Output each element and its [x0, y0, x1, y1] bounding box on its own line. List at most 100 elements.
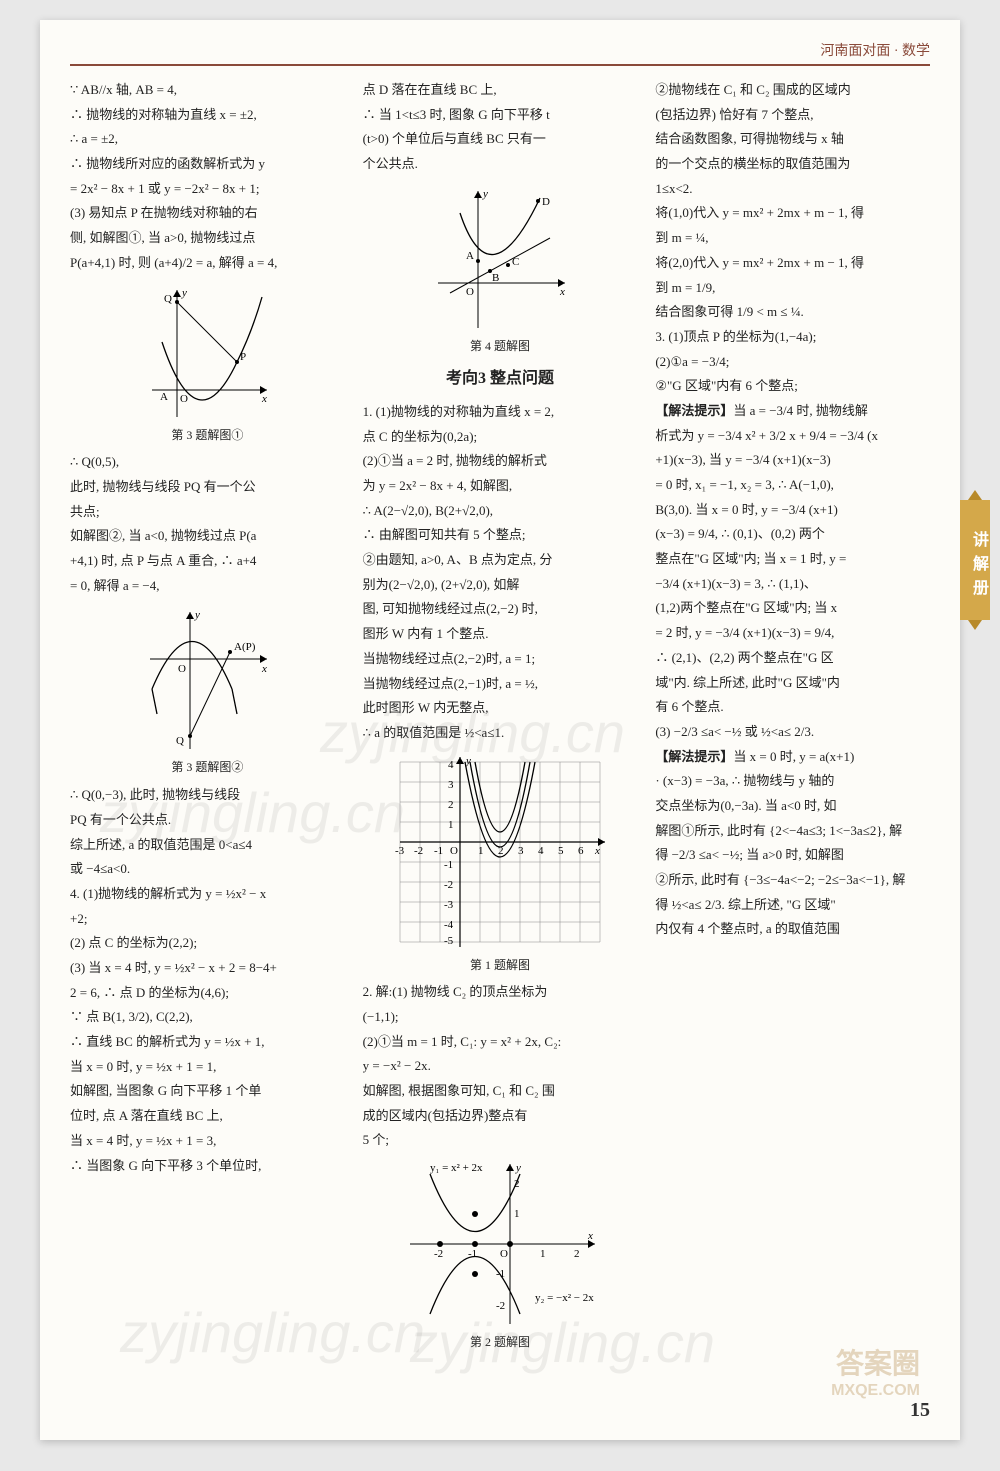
text: 当 x = 4 时, y = ½x + 1 = 3,: [70, 1129, 345, 1154]
text: 如解图, 当图象 G 向下平移 1 个单: [70, 1079, 345, 1104]
svg-text:2: 2: [448, 799, 454, 811]
svg-text:A: A: [160, 391, 168, 403]
svg-text:2: 2: [514, 1178, 520, 1190]
svg-text:y₁ = x² + 2x: y₁ = x² + 2x: [430, 1162, 483, 1174]
text: 5 个;: [363, 1128, 638, 1153]
svg-text:-2: -2: [414, 845, 423, 857]
svg-text:4: 4: [538, 845, 544, 857]
svg-text:y: y: [194, 609, 200, 621]
svg-text:2: 2: [498, 845, 504, 857]
page-container: 河南面对面 · 数学 ∵ AB//x 轴, AB = 4, ∴ 抛物线的对称轴为…: [40, 20, 960, 1440]
text: 【解法提示】当 x = 0 时, y = a(x+1): [655, 745, 930, 770]
text: · (x−3) = −3a, ∴ 抛物线与 y 轴的: [655, 769, 930, 794]
text: 图形 W 内有 1 个整点.: [363, 622, 638, 647]
svg-text:A(P): A(P): [234, 641, 256, 653]
text: (x−3) = 9/4, ∴ (0,1)、(0,2) 两个: [655, 522, 930, 547]
text: ∵ AB//x 轴, AB = 4,: [70, 78, 345, 103]
svg-text:-1: -1: [468, 1248, 477, 1260]
text: 将(2,0)代入 y = mx² + 2mx + m − 1, 得: [655, 251, 930, 276]
svg-text:-2: -2: [496, 1300, 505, 1312]
svg-text:-1: -1: [496, 1268, 505, 1280]
text: (3) −2/3 ≤a< −½ 或 ½<a≤ 2/3.: [655, 720, 930, 745]
text: ∴ 直线 BC 的解析式为 y = ½x + 1,: [70, 1030, 345, 1055]
svg-text:D: D: [542, 196, 550, 208]
text: 当抛物线经过点(2,−2)时, a = 1;: [363, 647, 638, 672]
column-1: ∵ AB//x 轴, AB = 4, ∴ 抛物线的对称轴为直线 x = ±2, …: [70, 78, 345, 1418]
figcap-q3b: 第 3 题解图②: [70, 756, 345, 779]
svg-text:1: 1: [448, 819, 454, 831]
svg-text:y: y: [482, 188, 488, 200]
text: 点 D 落在在直线 BC 上,: [363, 78, 638, 103]
text: 为 y = 2x² − 8x + 4, 如解图,: [363, 474, 638, 499]
svg-text:3: 3: [448, 779, 454, 791]
svg-text:Q: Q: [176, 735, 184, 747]
text: ∴ a = ±2,: [70, 127, 345, 152]
text: 析式为 y = −3/4 x² + 3/2 x + 9/4 = −3/4 (x: [655, 424, 930, 449]
svg-text:5: 5: [558, 845, 564, 857]
text: ∴ 由解图可知共有 5 个整点;: [363, 523, 638, 548]
svg-text:C: C: [512, 256, 519, 268]
text: 将(1,0)代入 y = mx² + 2mx + m − 1, 得: [655, 201, 930, 226]
text: PQ 有一个公共点.: [70, 808, 345, 833]
svg-text:O: O: [450, 845, 458, 857]
text: 此时图形 W 内无整点,: [363, 696, 638, 721]
text: ∵ 点 B(1, 3/2), C(2,2),: [70, 1005, 345, 1030]
text: 3. (1)顶点 P 的坐标为(1,−4a);: [655, 325, 930, 350]
text: −3/4 (x+1)(x−3) = 3, ∴ (1,1)、: [655, 572, 930, 597]
svg-text:-3: -3: [444, 899, 454, 911]
text: 2 = 6, ∴ 点 D 的坐标为(4,6);: [70, 981, 345, 1006]
text: 个公共点.: [363, 152, 638, 177]
text: (2) 点 C 的坐标为(2,2);: [70, 931, 345, 956]
svg-text:P: P: [240, 351, 246, 363]
text: 1≤x<2.: [655, 177, 930, 202]
svg-text:3: 3: [518, 845, 524, 857]
text: +1)(x−3), 当 y = −3/4 (x+1)(x−3): [655, 448, 930, 473]
text: (3) 当 x = 4 时, y = ½x² − x + 2 = 8−4+: [70, 956, 345, 981]
page-number: 15: [910, 1399, 930, 1422]
text: 结合图象可得 1/9 < m ≤ ¼.: [655, 300, 930, 325]
text: +2;: [70, 907, 345, 932]
text: = 0 时, x₁ = −1, x₂ = 3, ∴ A(−1,0),: [655, 473, 930, 498]
svg-text:-2: -2: [444, 879, 453, 891]
svg-text:y: y: [465, 755, 471, 767]
text: (2)①当 m = 1 时, C₁: y = x² + 2x, C₂:: [363, 1030, 638, 1055]
text: 位时, 点 A 落在直线 BC 上,: [70, 1104, 345, 1129]
text: = 2 时, y = −3/4 (x+1)(x−3) = 9/4,: [655, 621, 930, 646]
side-tab: 讲解册: [960, 500, 990, 620]
svg-text:y₂ = −x² − 2x: y₂ = −x² − 2x: [535, 1292, 594, 1304]
text: 综上所述, a 的取值范围是 0<a≤4: [70, 833, 345, 858]
text: ∴ a 的取值范围是 ½<a≤1.: [363, 721, 638, 746]
text: 成的区域内(包括边界)整点有: [363, 1104, 638, 1129]
hint-label: 【解法提示】: [655, 749, 733, 764]
section-title: 考向3 整点问题: [363, 364, 638, 394]
text: ∴ Q(0,−3), 此时, 抛物线与线段: [70, 783, 345, 808]
text: (−1,1);: [363, 1005, 638, 1030]
figure-q3b: A(P) Q O x y: [142, 604, 272, 754]
text: 4. (1)抛物线的解析式为 y = ½x² − x: [70, 882, 345, 907]
text: (t>0) 个单位后与直线 BC 只有一: [363, 127, 638, 152]
text: P(a+4,1) 时, 则 (a+4)/2 = a, 解得 a = 4,: [70, 251, 345, 276]
page-header: 河南面对面 · 数学: [70, 40, 930, 66]
text: (2)①当 a = 2 时, 抛物线的解析式: [363, 449, 638, 474]
text: 当 x = 0 时, y = ½x + 1 = 1,: [70, 1055, 345, 1080]
svg-text:2: 2: [574, 1248, 580, 1260]
text: 当抛物线经过点(2,−1)时, a = ½,: [363, 672, 638, 697]
text: 点 C 的坐标为(0,2a);: [363, 425, 638, 450]
text: +4,1) 时, 点 P 与点 A 重合, ∴ a+4: [70, 549, 345, 574]
text: 或 −4≤a<0.: [70, 857, 345, 882]
footer-watermark: 答案圈 MXQE.COM: [831, 1347, 920, 1400]
svg-text:B: B: [492, 272, 499, 284]
text: (2)①a = −3/4;: [655, 350, 930, 375]
svg-text:y: y: [181, 287, 187, 299]
text: = 0, 解得 a = −4,: [70, 574, 345, 599]
footer-wm-1: 答案圈: [831, 1347, 920, 1381]
svg-text:4: 4: [448, 759, 454, 771]
svg-text:-2: -2: [434, 1248, 443, 1260]
figcap-q3a: 第 3 题解图①: [70, 424, 345, 447]
text: ②抛物线在 C₁ 和 C₂ 围成的区域内: [655, 78, 930, 103]
svg-text:O: O: [180, 393, 188, 405]
svg-text:1: 1: [540, 1248, 546, 1260]
text: 结合函数图象, 可得抛物线与 x 轴: [655, 127, 930, 152]
text: ②所示, 此时有 {−3≤−4a<−2; −2≤−3a<−1}, 解: [655, 868, 930, 893]
text: 如解图, 根据图象可知, C₁ 和 C₂ 围: [363, 1079, 638, 1104]
